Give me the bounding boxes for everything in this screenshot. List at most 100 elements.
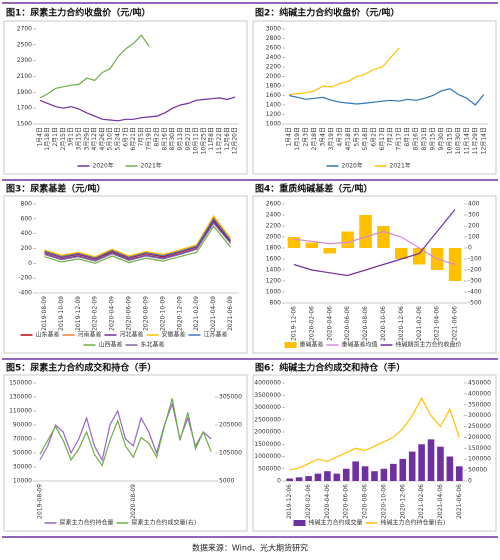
panel-title: 图3：尿素基差（元/吨） (6, 183, 106, 195)
x-tick-label: 2020-02-06 (305, 484, 312, 519)
y2-tick-label: 205000 (219, 422, 242, 429)
x-tick-label: 2020-06-06 (343, 484, 350, 519)
y2-tick-label: 0 (468, 478, 472, 485)
y-tick-label: 1000 (266, 121, 281, 128)
x-tick-label: 8月1日 (404, 127, 411, 147)
x-tick-label: 10月30日 (455, 127, 462, 154)
source-note: 数据来源：Wind、光大期货研究 (192, 543, 308, 553)
y2-tick-label: -100 (468, 256, 482, 263)
bar (342, 468, 350, 481)
legend-label: 2021年 (390, 162, 411, 170)
y-tick-label: 600 (21, 215, 33, 222)
bar (305, 242, 319, 248)
chart-frame (252, 20, 497, 175)
bar (395, 248, 408, 259)
bar (324, 471, 331, 481)
y-tick-label: 1700 (17, 105, 32, 112)
x-tick-label: 2021-04-06 (434, 306, 441, 341)
x-tick-label: 2020-04-06 (326, 306, 333, 341)
x-tick-label: 1月19日 (294, 127, 301, 150)
x-tick-label: 8月2日 (154, 127, 161, 147)
y-tick-label: 1400 (266, 267, 281, 274)
y2-tick-label: -300 (468, 278, 482, 285)
y-tick-label: 2600 (266, 45, 281, 52)
x-tick-label: 2021-06-06 (452, 306, 459, 341)
y-tick-label: 0 (277, 478, 281, 485)
y-tick-label: 4000000 (254, 380, 281, 387)
y2-tick-label: 200 (468, 223, 480, 230)
x-tick-label: 2021-06-09 (227, 296, 234, 331)
panel-title: 图1：尿素主力合约收盘价（元/吨） (6, 7, 151, 19)
chart-frame (252, 374, 497, 532)
series-line (289, 88, 485, 106)
y-tick-label: 90000 (13, 422, 32, 429)
y-tick-label: 130000 (9, 394, 32, 401)
y-tick-label: 1800 (266, 245, 281, 252)
x-tick-label: 5月10日 (107, 127, 114, 150)
y-tick-label: 2800 (266, 35, 281, 42)
y-tick-label: 2500000 (254, 416, 281, 423)
legend-label: 重碱基差均值 (342, 341, 378, 349)
y2-tick-label: 100000 (468, 456, 491, 463)
y2-tick-label: 450000 (468, 380, 491, 387)
y-tick-label: 1600 (266, 92, 281, 99)
x-tick-label: 2021-02-09 (193, 296, 200, 331)
x-tick-label: 9月13日 (177, 127, 184, 150)
y-tick-label: 1400 (266, 102, 281, 109)
y-tick-label: 3500000 (254, 392, 281, 399)
bar (359, 215, 372, 248)
x-tick-label: 5月3日 (353, 127, 360, 147)
y-tick-label: 1500000 (254, 441, 281, 448)
y2-tick-label: 200000 (468, 434, 491, 441)
bar (408, 451, 416, 481)
x-tick-label: 6月7日 (122, 127, 129, 147)
x-tick-label: 2020-08-09 (142, 296, 149, 331)
x-tick-label: 11月8日 (208, 127, 215, 150)
x-tick-label: 2021-04-06 (437, 484, 444, 519)
x-tick-label: 6月17日 (379, 127, 386, 150)
x-tick-label: 2020-12-06 (399, 484, 406, 519)
x-tick-label: 12月20日 (232, 127, 239, 154)
x-tick-label: 2019-10-09 (58, 296, 65, 331)
chart-frame (3, 195, 248, 354)
x-tick-label: 2021-04-09 (210, 296, 217, 331)
y-tick-label: 2400 (266, 212, 281, 219)
y-tick-label: 2600 (266, 201, 281, 208)
x-tick-label: 5月24日 (114, 127, 121, 150)
y-tick-label: 800 (270, 300, 282, 307)
series-line (39, 34, 150, 99)
y-tick-label: 1200 (266, 278, 281, 285)
x-tick-label: 11月22日 (216, 127, 223, 154)
x-tick-label: 3月19日 (328, 127, 335, 150)
panel-title: 图6：纯碱主力合约成交和持仓（手） (255, 362, 405, 374)
bar (333, 473, 341, 481)
panel-title: 图2：纯碱主力合约收盘价（元/吨） (255, 7, 400, 19)
x-tick-label: 2020-06-06 (344, 306, 351, 341)
legend-label: 尿素主力合约持仓量 (60, 519, 114, 527)
y-tick-label: 2400 (266, 54, 281, 61)
y-tick-label: -400 (18, 290, 32, 297)
bar (314, 473, 322, 481)
bar (427, 439, 435, 481)
y2-tick-label: 105000 (219, 450, 242, 457)
x-tick-label: 7月17日 (396, 127, 403, 150)
x-tick-label: 2019-12-06 (290, 306, 297, 341)
x-tick-label: 2020-12-09 (176, 296, 183, 331)
bar (305, 476, 312, 481)
x-tick-label: 2020-10-06 (380, 306, 387, 341)
bar (352, 461, 359, 481)
x-tick-label: 2020-12-06 (398, 306, 405, 341)
legend-label: 尿素主力合约成交量(右) (132, 519, 197, 527)
y2-tick-label: -200 (468, 267, 482, 274)
x-tick-label: 2月18日 (311, 127, 318, 150)
legend-label: 安徽基差 (162, 331, 186, 339)
y-tick-label: 50000 (13, 450, 32, 457)
y-tick-label: 1900 (17, 89, 32, 96)
y2-tick-label: 300 (468, 212, 480, 219)
x-tick-label: 2019-08-09 (41, 296, 48, 331)
x-tick-label: 2020-08-09 (130, 484, 137, 519)
bar (418, 444, 425, 481)
y-tick-label: -200 (18, 275, 32, 282)
x-tick-label: 4月26日 (99, 127, 106, 150)
